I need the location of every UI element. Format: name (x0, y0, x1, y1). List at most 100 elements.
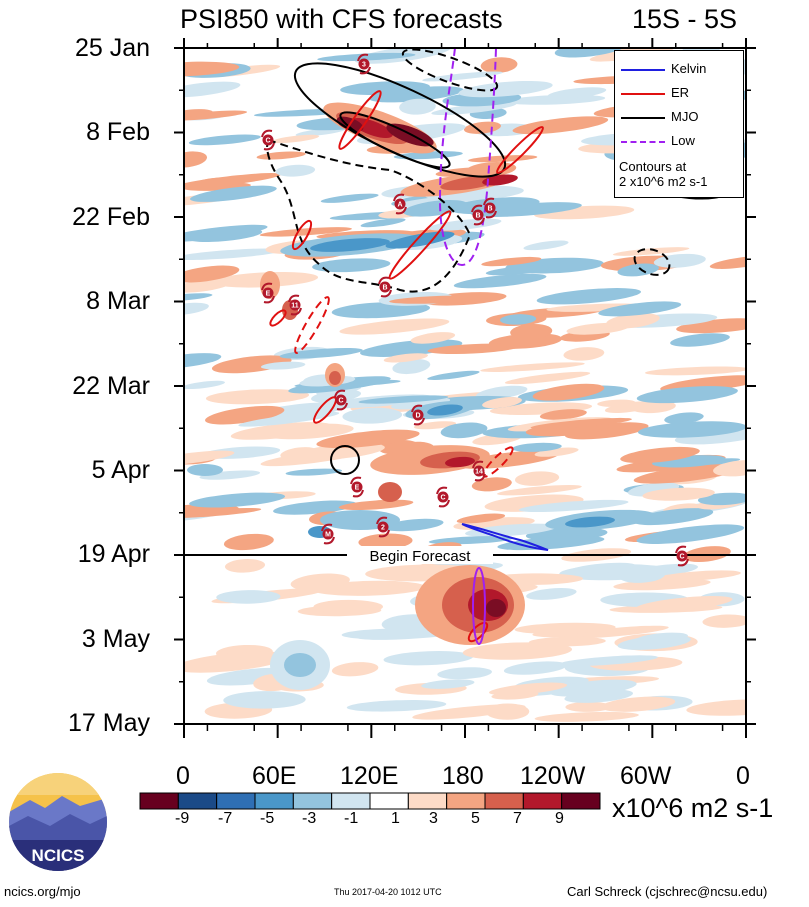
psi-anomaly-patch (360, 218, 406, 228)
legend-note-line: Contours at (619, 159, 687, 174)
psi-anomaly-patch (391, 397, 451, 410)
storm-marker-label: 2 (381, 525, 385, 532)
storm-marker-label: 11 (291, 303, 299, 310)
storm-marker: 14 (472, 460, 486, 482)
psi-anomaly-patch (340, 81, 430, 96)
psi-anomaly-patch (642, 487, 715, 501)
storm-marker-label: B (475, 213, 480, 220)
psi-anomaly-patch (567, 562, 636, 575)
psi-anomaly-patch (238, 411, 340, 427)
x-tick-label: 0 (736, 762, 750, 790)
psi-anomaly-patch (320, 193, 379, 203)
y-tick-label: 17 May (68, 709, 150, 737)
legend-note-line: 2 x10^6 m2 s-1 (619, 174, 708, 189)
storm-marker-label: D (415, 413, 420, 420)
psi-anomaly-patch (598, 301, 682, 317)
psi-anomaly-patch (536, 288, 641, 305)
psi-anomaly-patch (188, 134, 261, 146)
psi-anomaly-patch (453, 273, 547, 289)
storm-marker: C (334, 389, 348, 411)
storm-arm (350, 476, 362, 485)
y-tick-label: 8 Feb (86, 118, 150, 146)
y-tick-label: 3 May (81, 625, 150, 653)
psi-anomaly-patch (184, 302, 209, 316)
psi-anomaly-patch (480, 362, 585, 372)
storm-center (358, 58, 370, 70)
colorbar-cell (177, 792, 218, 810)
er-contour (269, 309, 287, 327)
chart-title: PSI850 with CFS forecasts (180, 4, 503, 34)
psi-anomaly-patch (369, 86, 464, 103)
storm-center (437, 491, 449, 503)
psi-anomaly-patch (351, 118, 393, 138)
psi-anomaly-patch (638, 421, 746, 438)
legend-entry-kelvin: Kelvin (621, 61, 706, 76)
psi-anomaly-patch (499, 314, 537, 325)
psi-anomaly-patch (316, 429, 420, 449)
storm-arm (411, 404, 423, 413)
footer-site: ncics.org/mjo (4, 884, 81, 899)
storm-marker-label: B (487, 206, 492, 213)
psi-anomaly-patch (358, 533, 413, 550)
storm-arm (483, 197, 495, 206)
storm-arm (675, 545, 687, 554)
psi-anomaly-patch (564, 689, 634, 703)
colorbar-cell (331, 792, 371, 810)
storm-arm (261, 129, 273, 138)
psi-anomaly-patch (413, 421, 457, 430)
colorbar-units: x10^6 m2 s-1 (612, 793, 774, 823)
storm-arm (378, 276, 390, 285)
psi-anomaly-patch (497, 484, 582, 496)
er-contour (388, 210, 452, 280)
psi-anomaly-patch (264, 423, 354, 440)
colorbar-cell (407, 792, 448, 810)
storm-marker: C (436, 486, 450, 508)
psi-anomaly-patch (290, 573, 350, 591)
colorbar (139, 792, 601, 810)
logo-text: NCICS (32, 846, 85, 865)
x-tick-label: 60E (252, 762, 297, 790)
psi-anomaly-patch (497, 535, 605, 551)
psi-anomaly-patch (475, 385, 528, 400)
psi-anomaly-patch (709, 255, 746, 269)
colorbar-tick-label: -1 (344, 810, 359, 827)
er-contour (294, 296, 330, 354)
psi-anomaly-patch (471, 477, 512, 492)
storm-center (473, 465, 485, 477)
psi-anomaly-patch (620, 446, 700, 464)
psi-anomaly-patch (617, 263, 659, 277)
storm-marker: B (378, 276, 392, 298)
psi-anomaly-patch (342, 407, 403, 424)
psi-anomaly-patch (399, 98, 436, 115)
begin-forecast-label-bg (347, 546, 493, 564)
storm-marker-label: M (325, 532, 331, 539)
storm-arm (378, 529, 390, 538)
storm-arm (357, 53, 369, 62)
mjo-contour (401, 48, 499, 92)
ncics-logo: NCICS (9, 773, 107, 871)
storm-center (262, 134, 274, 146)
begin-forecast-label: Begin Forecast (370, 548, 472, 565)
legend-swatch (621, 68, 665, 71)
colorbar-tick-label: 5 (471, 810, 480, 827)
psi-anomaly-patch (392, 358, 431, 375)
psi-anomaly-patch (510, 323, 553, 340)
psi-anomaly-patch (187, 464, 223, 476)
er-contour (313, 396, 337, 424)
psi-anomaly-patch (514, 471, 560, 486)
psi-anomaly-patch (635, 632, 688, 644)
mjo-contour (330, 445, 360, 475)
psi-anomaly-patch (530, 417, 632, 429)
storm-arm (677, 558, 689, 567)
psi-anomaly-patch (224, 559, 266, 573)
storm-arm (323, 536, 335, 545)
colorbar-cell (369, 792, 409, 810)
storm-center (394, 198, 406, 210)
y-tick-label: 5 Apr (91, 456, 150, 484)
psi-anomaly-patch (636, 386, 738, 404)
psi-anomaly-patch (273, 500, 358, 515)
psi-anomaly-patch (466, 162, 517, 177)
psi-anomaly-patch (313, 599, 383, 614)
storm-arm (485, 210, 497, 219)
storm-marker-label: 14 (475, 469, 483, 476)
